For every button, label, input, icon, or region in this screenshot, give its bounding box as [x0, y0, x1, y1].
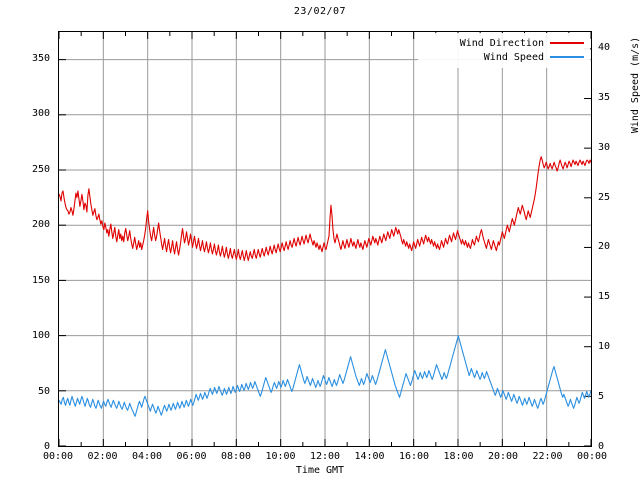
chart-legend: Wind Direction Wind Speed — [418, 33, 590, 68]
legend-color-swatch — [550, 56, 584, 58]
legend-entry-label: Wind Direction — [459, 37, 544, 49]
x-axis-tick-label: 22:00 — [532, 451, 563, 462]
y-axis-right-tick-label: 20 — [598, 241, 611, 253]
y-axis-left-tick-label: 350 — [31, 52, 50, 64]
legend-color-swatch — [550, 42, 584, 44]
y-axis-right-tick-label: 0 — [598, 441, 605, 452]
x-axis-tick-label: 18:00 — [443, 451, 474, 462]
y-axis-left-tick-label: 100 — [31, 330, 50, 342]
y-axis-right-tick-label: 5 — [598, 391, 605, 403]
x-axis-tick-label: 02:00 — [87, 451, 118, 462]
y-axis-right-tick-label: 35 — [598, 91, 611, 103]
x-axis-tick-label: 20:00 — [487, 451, 519, 462]
x-axis-title: Time GMT — [295, 465, 345, 476]
x-axis-tick-label: 00:00 — [42, 451, 74, 462]
x-axis-tick-label: 08:00 — [220, 451, 252, 462]
grid-layer — [59, 32, 591, 446]
y-axis-left-tick-label: 50 — [37, 385, 50, 397]
series-layer — [59, 32, 591, 446]
y-axis-right-tick-label: 40 — [598, 41, 611, 53]
x-axis-tick-label: 16:00 — [398, 451, 430, 462]
plot-area — [58, 31, 592, 447]
x-axis-tick-label: 10:00 — [265, 451, 296, 462]
y-axis-right-tick-label: 25 — [598, 191, 611, 203]
x-axis-tick-label: 14:00 — [354, 451, 385, 462]
y-axis-right-title: Wind Speed (m/s) — [630, 36, 640, 134]
x-axis-tick-label: 06:00 — [176, 451, 207, 462]
legend-entry[interactable]: Wind Speed — [424, 50, 584, 64]
y-axis-left-tick-label: 200 — [31, 219, 50, 231]
x-axis-tick-label: 00:00 — [576, 451, 608, 462]
y-axis-left-tick-label: 300 — [31, 108, 50, 120]
y-axis-right-tick-label: 30 — [598, 141, 611, 153]
legend-entry-label: Wind Speed — [483, 51, 544, 63]
x-axis-tick-label: 12:00 — [309, 451, 341, 462]
legend-entry[interactable]: Wind Direction — [424, 36, 584, 50]
y-axis-left-tick-label: 150 — [31, 274, 50, 286]
y-axis-left-tick-label: 250 — [31, 163, 50, 175]
chart-title: 23/02/07 — [293, 6, 347, 17]
x-axis-tick-label: 04:00 — [131, 451, 163, 462]
y-axis-right-tick-label: 10 — [598, 341, 611, 353]
y-axis-right-tick-label: 15 — [598, 291, 611, 303]
y-axis-left-tick-label: 0 — [43, 441, 50, 452]
